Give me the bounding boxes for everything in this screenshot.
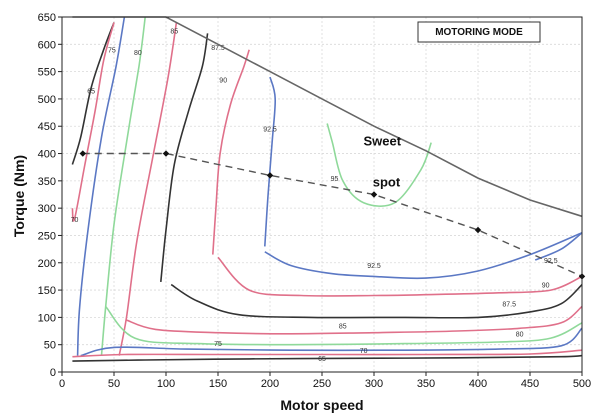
- x-tick-label-8: 400: [469, 378, 487, 390]
- contour-14: [105, 305, 583, 346]
- contour-label-5: 87.5: [211, 45, 225, 52]
- y-tick-label-12: 600: [38, 39, 56, 51]
- annotation-spot: spot: [373, 174, 401, 189]
- x-tick-label-5: 250: [313, 378, 331, 390]
- contour-label-0: 65: [87, 88, 95, 95]
- contour-15: [80, 327, 583, 357]
- contour-8: [326, 123, 432, 207]
- contour-label-15: 75: [214, 341, 222, 348]
- y-tick-label-2: 100: [38, 312, 56, 324]
- x-tick-label-3: 150: [209, 378, 227, 390]
- y-tick-label-0: 0: [50, 367, 56, 379]
- contour-2: [76, 16, 126, 356]
- x-axis-title: Motor speed: [280, 397, 363, 413]
- contour-7: [264, 76, 277, 247]
- y-tick-label-3: 150: [38, 285, 56, 297]
- operating-point-3: [370, 191, 378, 198]
- operating-line: [79, 150, 586, 280]
- contour-17: [72, 354, 583, 362]
- contour-label-14: 80: [516, 332, 524, 339]
- contour-1: [71, 22, 115, 222]
- x-tick-label-10: 500: [573, 378, 591, 390]
- contour-label-9: 92.5: [367, 263, 381, 270]
- envelope-line: [72, 16, 583, 218]
- contour-label-6: 90: [219, 78, 227, 85]
- contour-label-7: 92.5: [263, 127, 277, 134]
- contour-label-2: 75: [108, 48, 116, 55]
- annotation-sweet: Sweet: [364, 133, 402, 148]
- contour-16: [72, 349, 583, 358]
- x-tick-label-2: 100: [157, 378, 175, 390]
- contour-4: [118, 22, 178, 356]
- efficiency-contours: 65 70 75 80 85 87.5 90 92.5 95 92.5 92.5 90 87.5 85 80…: [71, 16, 583, 363]
- mode-label: MOTORING MODE: [435, 27, 523, 38]
- mode-box: MOTORING MODE: [417, 21, 541, 43]
- contour-3: [100, 16, 146, 356]
- x-tick-label-4: 200: [261, 378, 279, 390]
- x-tick-label-6: 300: [365, 378, 383, 390]
- y-tick-label-7: 350: [38, 176, 56, 188]
- y-axis-title: Torque (Nm): [11, 155, 27, 237]
- contour-5: [160, 33, 209, 282]
- axes: 0 50 100 150 200 250 300 350 400 450 500 0 50 100 150 2…: [38, 12, 592, 390]
- contour-label-1: 70: [71, 217, 79, 224]
- y-tick-label-8: 400: [38, 149, 56, 161]
- operating-point-2: [266, 172, 274, 179]
- y-tick-label-5: 250: [38, 230, 56, 242]
- operating-point-4: [474, 226, 482, 234]
- contour-label-3: 80: [134, 50, 142, 57]
- operating-line-path: [82, 152, 583, 278]
- x-tick-label-7: 350: [417, 378, 435, 390]
- contour-label-8: 95: [331, 176, 339, 183]
- x-tick-label-0: 0: [59, 378, 65, 390]
- contour-label-11: 90: [542, 282, 550, 289]
- operating-point-1: [162, 150, 170, 157]
- contour-13: [126, 305, 583, 335]
- y-tick-label-1: 50: [44, 340, 56, 352]
- x-tick-label-1: 50: [108, 378, 120, 390]
- y-tick-label-4: 200: [38, 258, 56, 270]
- y-tick-label-6: 300: [38, 203, 56, 215]
- contour-6: [212, 49, 250, 255]
- contour-9: [264, 231, 583, 280]
- contour-label-17: 65: [318, 356, 326, 363]
- y-tick-label-11: 550: [38, 67, 56, 79]
- mode-box-frame: [417, 21, 541, 43]
- contour-12: [170, 283, 583, 319]
- contour-label-12: 87.5: [502, 301, 516, 308]
- torque-envelope: [72, 16, 583, 218]
- operating-point-0: [79, 150, 86, 157]
- contour-11: [217, 256, 583, 297]
- contour-10: [534, 232, 583, 261]
- y-tick-label-13: 650: [38, 12, 56, 24]
- x-tick-label-9: 450: [521, 378, 539, 390]
- contour-label-16: 70: [360, 348, 368, 355]
- y-tick-label-9: 450: [38, 121, 56, 133]
- contour-label-10: 92.5: [544, 258, 558, 265]
- contour-label-4: 85: [170, 28, 178, 35]
- y-tick-label-10: 500: [38, 94, 56, 106]
- contour-0: [71, 22, 115, 165]
- grid: [62, 17, 582, 372]
- contour-label-13: 85: [339, 323, 347, 330]
